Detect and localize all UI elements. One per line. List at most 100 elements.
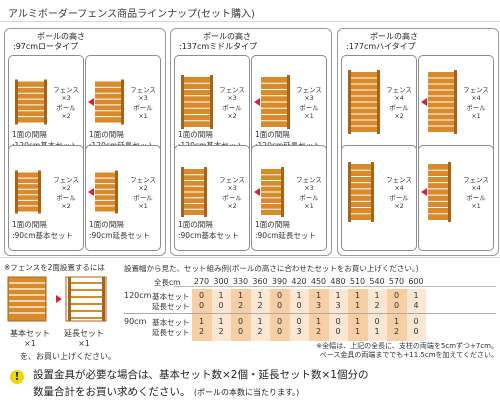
- fence-count-label: フェンス: [130, 86, 156, 94]
- row-set-label: 延長セット: [152, 328, 190, 337]
- width-header-cell: 480: [330, 277, 346, 286]
- table-cell: 0: [393, 301, 400, 310]
- pole-count-label: ポール: [133, 194, 153, 202]
- table-cell: 2: [257, 327, 263, 336]
- fence-count-label: フェンス: [219, 86, 245, 94]
- pole-count-label: ポール: [56, 194, 76, 202]
- fence-illustration: [88, 79, 124, 125]
- pole-count-label: ポール: [466, 104, 486, 112]
- table-cell: 0: [276, 317, 283, 326]
- table-cell: 2: [393, 327, 400, 336]
- fence-count-value: ×3: [227, 94, 237, 102]
- width-header-cell: 600: [408, 277, 424, 286]
- table-cell: 0: [276, 291, 283, 300]
- fence-count-label: フェンス: [463, 86, 489, 94]
- pole-count-label: ポール: [299, 194, 319, 202]
- table-cell: 1: [257, 291, 263, 300]
- extension-arrow-icon: [421, 188, 427, 196]
- two-side-basic-label: 基本セット: [10, 329, 50, 338]
- table-cell: 4: [413, 301, 419, 310]
- table-cell: 0: [276, 327, 283, 336]
- table-column-band: [328, 289, 348, 341]
- table-column-band: [192, 289, 212, 341]
- set-type-label: :90cm基本セット: [178, 231, 239, 240]
- pole-count-value: ×2: [61, 112, 71, 120]
- table-column-band: [387, 289, 407, 341]
- extension-arrow-icon: [88, 188, 94, 196]
- two-side-heading: ※フェンスを2面設置するには: [4, 263, 105, 272]
- two-side-basic: 基本セット ×1: [10, 329, 50, 349]
- table-cell: 1: [198, 317, 205, 326]
- row-set-label: 基本セット: [152, 318, 190, 327]
- table-group-divider: [124, 313, 496, 314]
- table-cell: 0: [198, 291, 205, 300]
- two-side-basic-qty: ×1: [24, 339, 36, 348]
- pole-count-value: ×1: [471, 112, 481, 120]
- fence-illustration: [181, 75, 213, 129]
- width-header-cell: 540: [369, 277, 385, 286]
- pole-height-label: ポールの高さ: [37, 32, 85, 41]
- pole-height-value: :177cmハイタイプ: [346, 42, 416, 51]
- fence-illustration: [421, 162, 451, 222]
- pole-count-value: ×1: [471, 202, 481, 210]
- fence-illustration: [88, 170, 118, 214]
- table-cell: 1: [374, 327, 380, 336]
- row-set-label: 基本セット: [152, 292, 190, 301]
- pole-height-label: ポールの高さ: [370, 32, 418, 41]
- table-cell: 1: [237, 291, 244, 300]
- pole-count-value: ×2: [61, 202, 71, 210]
- pole-count-label: ポール: [299, 104, 319, 112]
- product-group-3: ポールの高さ:177cmハイタイプ フェンス ×4 ポール ×2 フェンス ×4 ポール ×1 フ…: [337, 28, 499, 256]
- pole-height-value: :97cmロータイプ: [13, 42, 79, 51]
- two-side-fence-illustration: [7, 276, 107, 322]
- table-note-1: ※全幅は、上記の全長に、支柱の両端を5cmずつ+7cm。: [316, 342, 498, 350]
- fence-illustration: [254, 75, 290, 129]
- table-cell: 2: [198, 327, 205, 336]
- pole-count-label: ポール: [466, 194, 486, 202]
- table-cell: 0: [335, 317, 341, 326]
- row-set-label: 延長セット: [152, 302, 190, 311]
- extension-arrow-icon: [254, 188, 260, 196]
- interval-label: 1面の間隔: [89, 220, 124, 229]
- table-cell: 2: [218, 327, 224, 336]
- table-column-band: [270, 289, 290, 341]
- table-cell: 3: [315, 301, 322, 310]
- pole-count-value: ×1: [138, 112, 148, 120]
- table-cell: 3: [296, 327, 302, 336]
- set-type-label: :90cm延長セット: [255, 231, 316, 240]
- fence-illustration: [181, 167, 207, 217]
- table-cell: 2: [315, 327, 322, 336]
- fence-illustration: [15, 79, 47, 125]
- table-cell: 1: [354, 291, 361, 300]
- pole-count-value: ×2: [227, 202, 237, 210]
- fence-count-value: ×2: [138, 184, 148, 192]
- product-group-2: ポールの高さ:137cmミドルタイプフェンス×3ポール×21面の間隔:120cm…: [170, 28, 332, 256]
- table-cell: 0: [237, 317, 244, 326]
- table-cell: 1: [296, 291, 302, 300]
- fence-count-label: フェンス: [386, 86, 412, 94]
- product-cell: フェンス ×3 ポール ×2 1面の間隔:90cm基本セット: [174, 145, 250, 251]
- fence-count-value: ×3: [61, 94, 71, 102]
- pole-count-label: ポール: [56, 104, 76, 112]
- fence-count-value: ×4: [394, 184, 404, 192]
- warning-icon: !: [10, 370, 24, 384]
- fence-count-value: ×2: [61, 184, 71, 192]
- width-header-cell: 330: [232, 277, 249, 286]
- page-title: アルミボーダーフェンス商品ラインナップ(セット購入): [8, 9, 255, 20]
- fence-illustration: [254, 167, 284, 217]
- fence-count-value: ×4: [471, 184, 481, 192]
- fence-count-value: ×4: [471, 94, 481, 102]
- fence-illustration: [15, 170, 41, 214]
- fence-count-label: フェンス: [296, 86, 322, 94]
- table-cell: 0: [413, 317, 419, 326]
- set-type-label: :90cm延長セット: [89, 231, 150, 240]
- fence-count-label: フェンス: [53, 176, 79, 184]
- fence-count-label: フェンス: [463, 176, 489, 184]
- table-column-band: [211, 289, 231, 341]
- pole-height-label: ポールの高さ: [203, 32, 251, 41]
- extension-arrow-icon: [254, 98, 260, 106]
- table-cell: 3: [335, 301, 341, 310]
- two-side-ext: 延長セット ×1: [64, 329, 104, 349]
- interval-label: 1面の間隔: [255, 130, 290, 139]
